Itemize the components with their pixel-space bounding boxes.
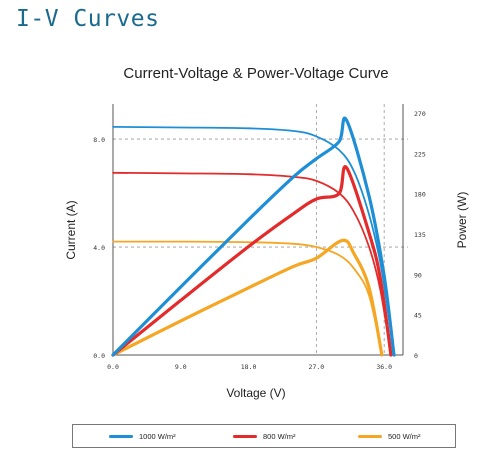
y-tick-label: 0.0	[93, 352, 105, 360]
legend-swatch	[358, 434, 382, 438]
x-tick-label: 18.0	[241, 363, 257, 371]
y2-tick-label: 90	[414, 271, 422, 279]
y-tick-label: 8.0	[93, 136, 105, 144]
y2-tick-label: 225	[414, 150, 426, 158]
x-tick-label: 36.0	[376, 363, 392, 371]
y2-tick-label: 0	[414, 352, 418, 360]
x-tick-label: 0.0	[107, 363, 119, 371]
series-3-current-curve	[112, 240, 383, 356]
y2-tick-label: 135	[414, 231, 426, 239]
series-3-power-curve	[111, 238, 384, 357]
series-1-current-curve	[112, 126, 395, 356]
y2-axis-label: Power (W)	[455, 192, 469, 249]
y2-tick-label: 45	[414, 312, 422, 320]
legend: 1000 W/m² 800 W/m² 500 W/m²	[72, 424, 456, 448]
x-tick-label: 9.0	[175, 363, 187, 371]
series-1-power-curve	[111, 116, 396, 357]
page-title: I-V Curves	[16, 6, 160, 32]
chart-title: Current-Voltage & Power-Voltage Curve	[123, 65, 388, 82]
series-2-power-curve	[111, 165, 393, 357]
y-tick-label: 4.0	[93, 244, 105, 252]
x-tick-label: 27.0	[309, 363, 325, 371]
y-axis-label: Current (A)	[64, 200, 78, 259]
series-2-current-curve	[112, 171, 392, 356]
legend-item: 500 W/m²	[358, 425, 421, 447]
y2-tick-label: 180	[414, 191, 426, 199]
legend-label: 500 W/m²	[388, 431, 421, 441]
axes	[112, 104, 404, 356]
curves	[111, 116, 396, 357]
legend-item: 1000 W/m²	[109, 425, 176, 447]
tick-labels: 0.0 9.0 18.0 27.0 36.0 0.0 4.0 8.0 0 45 90 135 180 22…	[93, 110, 426, 371]
legend-swatch	[233, 434, 257, 438]
legend-label: 1000 W/m²	[139, 431, 176, 441]
y2-tick-label: 270	[414, 110, 426, 118]
grid-lines	[113, 104, 408, 355]
x-axis-label: Voltage (V)	[226, 386, 285, 400]
legend-swatch	[109, 434, 133, 438]
legend-label: 800 W/m²	[263, 431, 296, 441]
legend-item: 800 W/m²	[233, 425, 296, 447]
